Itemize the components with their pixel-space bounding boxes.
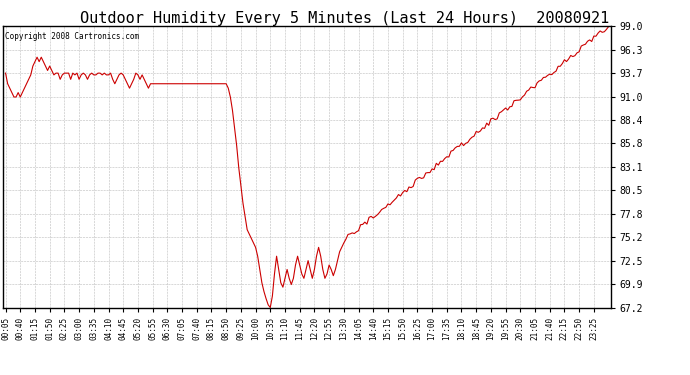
Text: Copyright 2008 Cartronics.com: Copyright 2008 Cartronics.com bbox=[5, 32, 139, 41]
Text: Outdoor Humidity Every 5 Minutes (Last 24 Hours)  20080921: Outdoor Humidity Every 5 Minutes (Last 2… bbox=[80, 11, 610, 26]
